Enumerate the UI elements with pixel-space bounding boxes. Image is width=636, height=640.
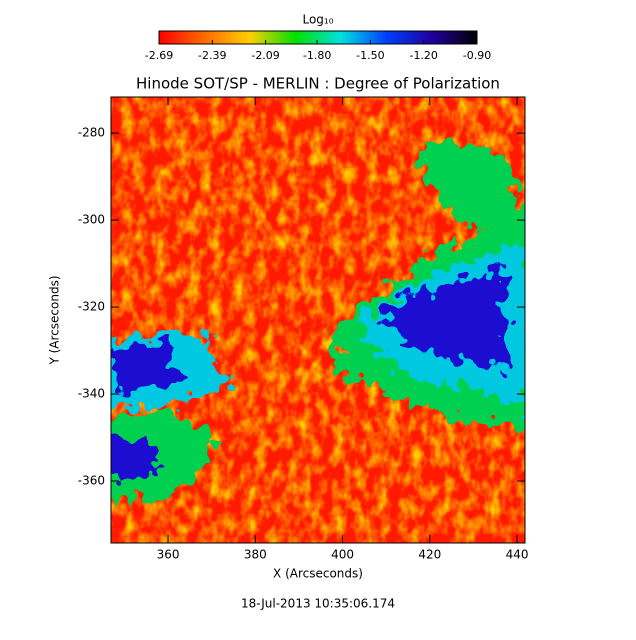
- x-tick-label: 400: [331, 548, 354, 562]
- colorbar-tick-label: -1.50: [356, 49, 384, 62]
- colorbar-tick-label: -1.20: [409, 49, 437, 62]
- footer-timestamp: 18-Jul-2013 10:35:06.174: [241, 597, 395, 611]
- y-tick-label: -300: [78, 213, 105, 227]
- y-tick-label: -320: [78, 300, 105, 314]
- colorbar-tick-label: -2.39: [198, 49, 226, 62]
- y-tick-label: -360: [78, 474, 105, 488]
- heatmap-image: [111, 97, 525, 543]
- colorbar-tick-label: -2.69: [145, 49, 173, 62]
- y-axis-label: Y (Arcseconds): [48, 275, 62, 365]
- colorbar: [158, 30, 478, 45]
- x-tick-label: 440: [506, 548, 529, 562]
- x-tick-label: 420: [418, 548, 441, 562]
- y-tick-label: -280: [78, 126, 105, 140]
- x-tick-label: 360: [157, 548, 180, 562]
- y-tick-label: -340: [78, 387, 105, 401]
- plot-frame: [110, 96, 526, 544]
- x-axis-label: X (Arcseconds): [273, 567, 363, 581]
- colorbar-tick-label: -1.80: [303, 49, 331, 62]
- chart-title: Hinode SOT/SP - MERLIN : Degree of Polar…: [136, 75, 500, 93]
- x-tick-label: 380: [244, 548, 267, 562]
- colorbar-title: Log₁₀: [302, 13, 333, 27]
- colorbar-tick-label: -2.09: [251, 49, 279, 62]
- colorbar-tick-label: -0.90: [463, 49, 491, 62]
